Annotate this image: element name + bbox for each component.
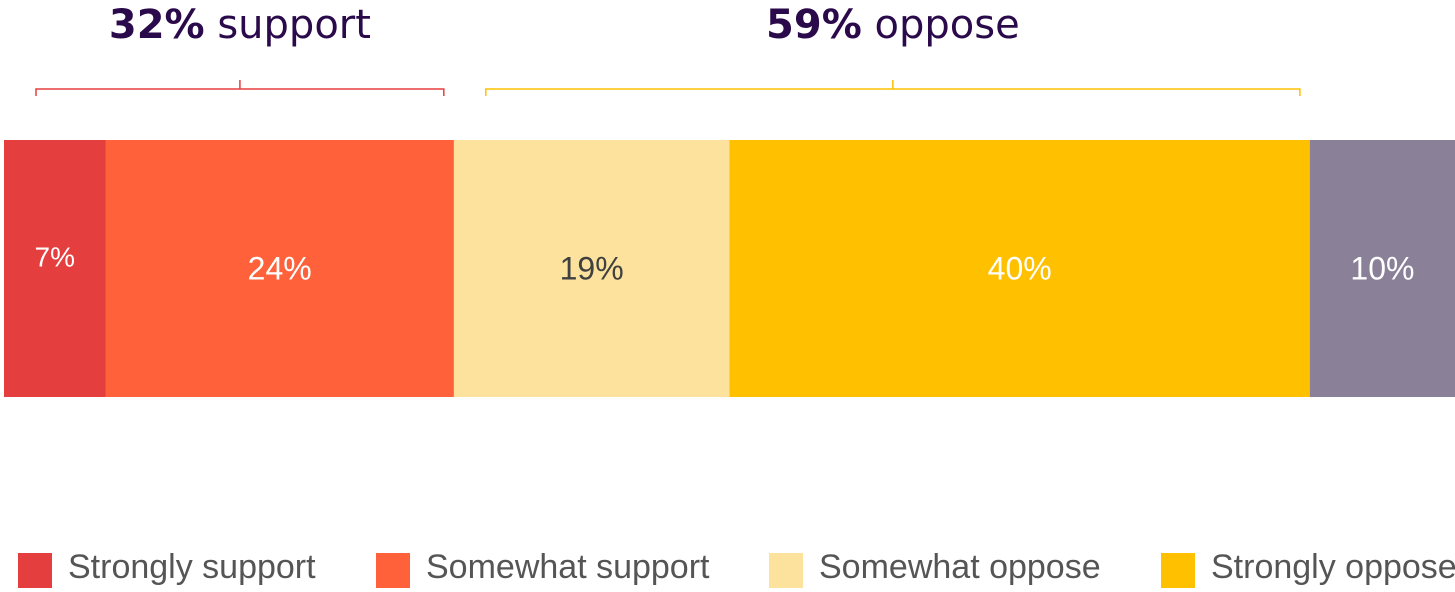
legend-label-2: Somewhat support [426, 548, 710, 586]
group-labels: 32% support 59% oppose [109, 2, 1020, 48]
legend-swatch-1 [18, 553, 52, 588]
bar-segments [4, 140, 1455, 397]
group-heading-value: 59% [766, 2, 862, 48]
group-heading-label: support [205, 2, 371, 48]
value-label-5: 10% [1350, 251, 1414, 287]
legend-label-3: Somewhat oppose [819, 548, 1101, 586]
value-label-3: 19% [560, 251, 624, 287]
value-label-4: 40% [988, 251, 1052, 287]
legend-label-4: Strongly oppose [1211, 548, 1455, 586]
legend: Strongly support Somewhat support Somewhat… [18, 548, 1455, 588]
group-heading-label: oppose [862, 2, 1020, 48]
value-labels: 7% 24% 19% 40% 10% [35, 242, 1415, 287]
group-bracket-1 [35, 80, 445, 96]
group-heading-2: 59% oppose [766, 2, 1020, 48]
bar-segment-1 [4, 140, 107, 397]
group-heading-value: 32% [109, 2, 205, 48]
value-label-1: 7% [35, 242, 75, 273]
legend-swatch-2 [376, 553, 410, 588]
legend-label-1: Strongly support [68, 548, 316, 586]
bar-segment-2 [105, 140, 455, 397]
group-bracket-2 [485, 80, 1301, 96]
bar-segment-3 [453, 140, 730, 397]
legend-swatch-3 [769, 553, 803, 588]
group-brackets [35, 80, 1301, 96]
group-heading-1: 32% support [109, 2, 371, 48]
legend-swatch-4 [1161, 553, 1195, 588]
bar-segment-5 [1309, 140, 1455, 397]
value-label-2: 24% [248, 251, 312, 287]
bar-segment-4 [729, 140, 1311, 397]
